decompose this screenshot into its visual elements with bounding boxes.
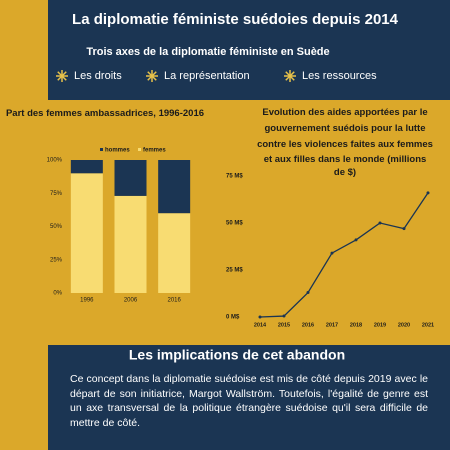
section-text: Ce concept dans la diplomatie suédoise e…	[70, 373, 428, 429]
chart-title: Part des femmes ambassadrices, 1996-2016	[6, 108, 204, 119]
star-icon	[147, 71, 157, 81]
x-tick-label: 2021	[422, 322, 434, 328]
x-tick-label: 2016	[167, 298, 181, 304]
bar-segment	[158, 213, 191, 293]
axis-item: Les droits	[74, 70, 122, 82]
bar-segment	[114, 195, 147, 293]
point	[282, 314, 286, 318]
y-tick-label: 0 M$	[226, 315, 240, 321]
y-tick-label: 50%	[50, 224, 63, 230]
star-icon	[285, 71, 295, 81]
axis-item: Les ressources	[302, 70, 377, 82]
legend-label: hommes	[105, 148, 130, 154]
point	[354, 238, 358, 242]
legend-label: femmes	[143, 148, 166, 154]
section-band	[48, 345, 450, 450]
y-tick-label: 75%	[50, 191, 63, 197]
point	[402, 227, 406, 231]
star-icon	[57, 71, 67, 81]
y-tick-label: 25 M$	[226, 268, 243, 274]
point	[306, 291, 310, 295]
header-band	[48, 0, 450, 100]
x-tick-label: 2018	[350, 322, 362, 328]
bar-segment	[70, 173, 103, 293]
legend-swatch	[138, 148, 141, 151]
x-tick-label: 2015	[278, 322, 290, 328]
y-tick-label: 50 M$	[226, 221, 243, 227]
bar-segment	[70, 160, 103, 174]
y-tick-label: 0%	[53, 291, 62, 297]
x-tick-label: 2016	[302, 322, 314, 328]
y-tick-label: 100%	[47, 158, 63, 164]
y-tick-label: 25%	[50, 257, 63, 263]
line	[259, 192, 429, 318]
bar-segment	[114, 160, 147, 196]
title: La diplomatie féministe suédoies depuis …	[72, 11, 399, 28]
legend-swatch	[100, 148, 103, 151]
subtitle: Trois axes de la diplomatie féministe en…	[86, 46, 329, 58]
x-tick-label: 1996	[80, 298, 94, 304]
axis-item: La représentation	[164, 70, 250, 82]
point	[258, 315, 262, 319]
point	[426, 191, 430, 195]
point	[330, 251, 334, 255]
x-tick-label: 2017	[326, 322, 338, 328]
x-tick-label: 2020	[398, 322, 410, 328]
x-tick-label: 2019	[374, 322, 386, 328]
chart-title: Evolution des aides apportées par le gouv…	[257, 107, 433, 178]
bar-segment	[158, 160, 191, 214]
point	[378, 221, 382, 225]
x-tick-label: 2014	[254, 322, 267, 328]
y-tick-label: 75 M$	[226, 174, 243, 180]
x-tick-label: 2006	[124, 298, 138, 304]
section-title: Les implications de cet abandon	[129, 347, 345, 363]
